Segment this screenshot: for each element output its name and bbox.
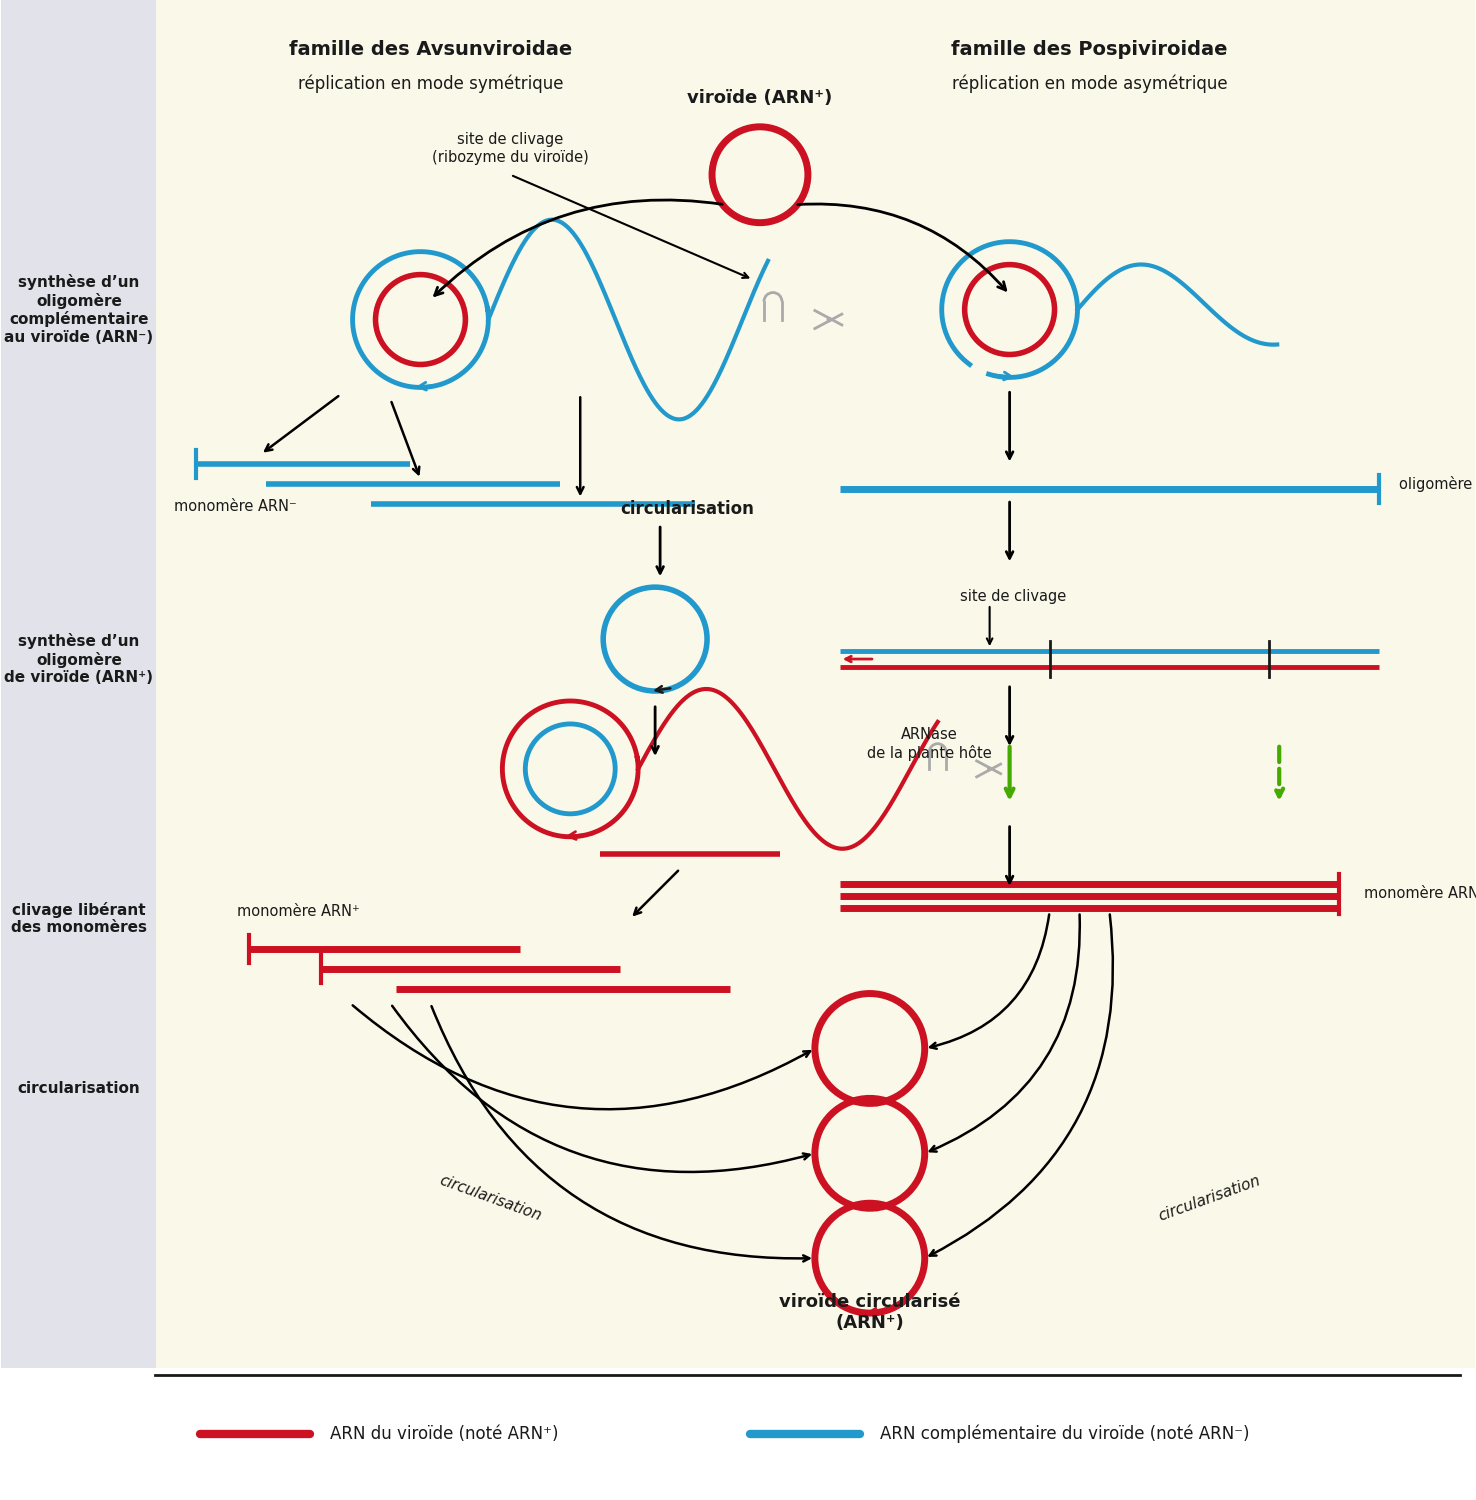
Text: monomère ARN⁺: monomère ARN⁺ bbox=[236, 903, 360, 918]
Circle shape bbox=[827, 316, 832, 322]
Bar bbox=[156, 0, 1475, 1368]
Text: réplication en mode asymétrique: réplication en mode asymétrique bbox=[952, 75, 1228, 93]
Text: famille des Pospiviroidae: famille des Pospiviroidae bbox=[951, 40, 1228, 58]
Text: synthèse d’un
oligomère
complémentaire
au viroïde (ARN⁻): synthèse d’un oligomère complémentaire a… bbox=[4, 274, 154, 345]
Text: viroïde circularisé
(ARN⁺): viroïde circularisé (ARN⁺) bbox=[779, 1293, 961, 1332]
Text: ARN complémentaire du viroïde (noté ARN⁻): ARN complémentaire du viroïde (noté ARN⁻… bbox=[880, 1425, 1250, 1443]
Text: circularisation: circularisation bbox=[18, 1082, 140, 1096]
Text: famille des Avsunviroidae: famille des Avsunviroidae bbox=[289, 40, 573, 58]
Text: synthèse d’un
oligomère
de viroïde (ARN⁺): synthèse d’un oligomère de viroïde (ARN⁺… bbox=[4, 633, 154, 686]
Bar bbox=[1, 0, 156, 1368]
Text: ARN du viroïde (noté ARN⁺): ARN du viroïde (noté ARN⁺) bbox=[331, 1425, 558, 1443]
Text: réplication en mode symétrique: réplication en mode symétrique bbox=[298, 75, 564, 93]
Circle shape bbox=[987, 766, 992, 771]
Text: oligomère ARN⁻: oligomère ARN⁻ bbox=[1399, 477, 1476, 492]
Text: ARNase
de la plante hôte: ARNase de la plante hôte bbox=[868, 728, 992, 760]
Text: site de clivage: site de clivage bbox=[959, 590, 1066, 604]
Text: circularisation: circularisation bbox=[620, 501, 754, 519]
Text: viroïde (ARN⁺): viroïde (ARN⁺) bbox=[688, 88, 832, 106]
Text: circularisation: circularisation bbox=[1156, 1173, 1262, 1224]
Text: monomère ARN⁻: monomère ARN⁻ bbox=[174, 500, 297, 514]
Text: circularisation: circularisation bbox=[437, 1173, 543, 1224]
Text: site de clivage
(ribozyme du viroïde): site de clivage (ribozyme du viroïde) bbox=[432, 132, 589, 165]
Text: monomère ARN⁺: monomère ARN⁺ bbox=[1364, 886, 1476, 902]
Text: clivage libérant
des monomères: clivage libérant des monomères bbox=[10, 902, 148, 936]
